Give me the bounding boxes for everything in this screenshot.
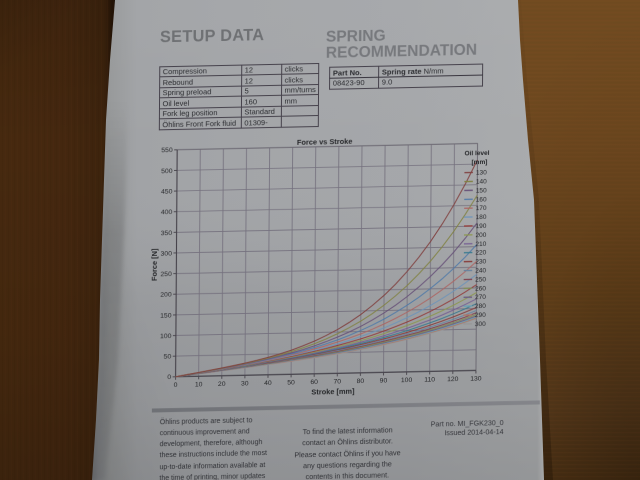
svg-text:30: 30 — [241, 380, 249, 387]
svg-text:70: 70 — [333, 378, 341, 385]
svg-text:150: 150 — [476, 187, 487, 194]
svg-text:Stroke [mm]: Stroke [mm] — [311, 386, 355, 396]
svg-text:350: 350 — [161, 230, 173, 237]
svg-text:130: 130 — [476, 169, 487, 176]
svg-text:450: 450 — [161, 189, 173, 196]
svg-text:0: 0 — [174, 382, 178, 389]
svg-text:150: 150 — [160, 312, 172, 319]
svg-text:400: 400 — [161, 209, 173, 216]
svg-text:280: 280 — [475, 303, 486, 310]
svg-text:270: 270 — [475, 294, 486, 301]
svg-text:100: 100 — [401, 377, 413, 384]
svg-text:40: 40 — [264, 380, 272, 387]
svg-text:210: 210 — [475, 241, 486, 248]
svg-text:250: 250 — [475, 276, 486, 283]
svg-text:550: 550 — [161, 147, 173, 154]
svg-text:300: 300 — [475, 321, 486, 328]
svg-text:80: 80 — [357, 378, 365, 385]
svg-text:110: 110 — [424, 376, 435, 383]
svg-text:[mm]: [mm] — [471, 159, 487, 166]
svg-text:130: 130 — [470, 375, 482, 382]
svg-text:90: 90 — [380, 377, 388, 384]
svg-text:60: 60 — [310, 379, 318, 386]
svg-text:220: 220 — [475, 250, 486, 257]
svg-text:190: 190 — [476, 223, 487, 230]
svg-text:200: 200 — [160, 292, 172, 299]
svg-text:180: 180 — [476, 214, 487, 221]
svg-text:20: 20 — [218, 381, 226, 388]
svg-text:Oil level: Oil level — [465, 150, 490, 158]
svg-text:50: 50 — [287, 379, 295, 386]
svg-text:500: 500 — [161, 168, 173, 175]
svg-text:170: 170 — [476, 205, 487, 212]
svg-text:Force [N]: Force [N] — [150, 248, 159, 281]
svg-text:140: 140 — [476, 178, 487, 185]
svg-text:240: 240 — [475, 267, 486, 274]
svg-text:120: 120 — [447, 376, 459, 383]
svg-text:0: 0 — [167, 374, 171, 381]
svg-text:10: 10 — [195, 381, 203, 388]
svg-text:50: 50 — [164, 354, 172, 361]
svg-text:Force vs Stroke: Force vs Stroke — [297, 137, 353, 147]
svg-text:160: 160 — [476, 196, 487, 203]
svg-text:250: 250 — [160, 271, 172, 278]
svg-text:230: 230 — [475, 259, 486, 266]
svg-text:260: 260 — [475, 285, 486, 292]
svg-text:300: 300 — [161, 250, 173, 257]
svg-text:200: 200 — [475, 232, 486, 239]
svg-text:100: 100 — [160, 333, 172, 340]
svg-text:290: 290 — [475, 312, 486, 319]
